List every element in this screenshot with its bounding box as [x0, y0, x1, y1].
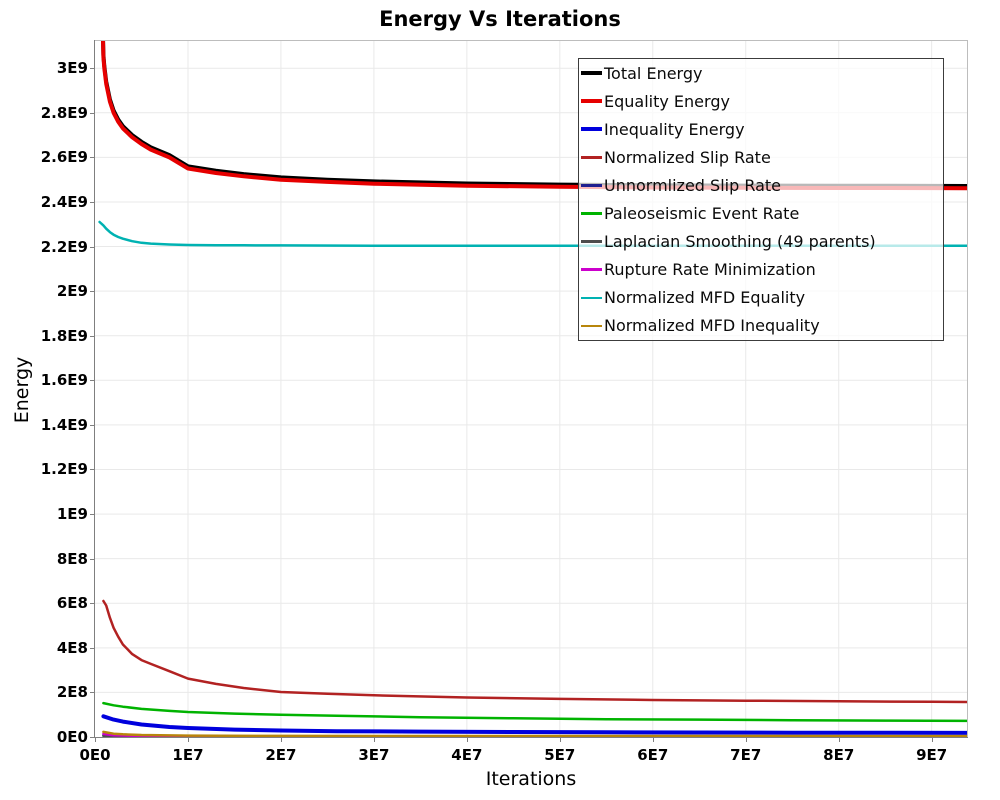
legend-swatch-line [581, 184, 602, 187]
x-axis-title: Iterations [485, 768, 577, 790]
y-tick-mark [90, 112, 94, 114]
x-tick-mark [280, 738, 282, 742]
y-tick-label: 2.8E9 [40, 103, 88, 122]
legend-swatch-line [581, 240, 602, 243]
legend-item-label: Equality Energy [604, 91, 730, 111]
legend-item: Normalized MFD Inequality [579, 312, 943, 340]
y-tick-label: 2.2E9 [40, 237, 88, 256]
legend-item-label: Normalized MFD Inequality [604, 316, 820, 336]
legend-item: Unnormlized Slip Rate [579, 171, 943, 199]
legend-swatch-line [581, 99, 602, 104]
series-line [101, 714, 967, 735]
legend-swatch-line [581, 71, 602, 76]
y-tick-label: 1.8E9 [40, 326, 88, 345]
y-tick-mark [90, 157, 94, 159]
legend-swatch-line [581, 127, 602, 132]
legend-item: Equality Energy [579, 87, 943, 115]
x-tick-mark [466, 738, 468, 742]
y-tick-label: 2.4E9 [40, 192, 88, 211]
legend-item-label: Inequality Energy [604, 119, 745, 139]
y-tick-label: 1E9 [56, 505, 88, 524]
x-tick-label: 5E7 [544, 746, 576, 764]
legend-item-label: Normalized MFD Equality [604, 288, 806, 308]
legend: Total Energy Equality Energy Inequality En… [578, 58, 944, 341]
y-tick-label: 2E8 [56, 683, 88, 702]
x-tick-mark [931, 738, 933, 742]
x-tick-label: 9E7 [916, 746, 948, 764]
series-line [102, 599, 967, 704]
legend-item-label: Total Energy [604, 63, 703, 83]
legend-swatch-line [581, 212, 602, 215]
x-tick-mark [95, 738, 96, 742]
legend-item-label: Laplacian Smoothing (49 parents) [604, 232, 876, 252]
plot-border-top [94, 40, 968, 41]
x-tick-label: 7E7 [730, 746, 762, 764]
y-tick-mark [90, 68, 94, 70]
x-tick-mark [559, 738, 561, 742]
y-tick-mark [90, 737, 94, 738]
legend-item: Paleoseismic Event Rate [579, 199, 943, 227]
y-tick-mark [90, 291, 94, 293]
x-tick-mark [652, 738, 654, 742]
legend-item-label: Unnormlized Slip Rate [604, 175, 782, 195]
x-tick-label: 6E7 [637, 746, 669, 764]
legend-item-label: Paleoseismic Event Rate [604, 204, 800, 224]
legend-swatch-line [581, 268, 602, 271]
legend-item: Rupture Rate Minimization [579, 256, 943, 284]
legend-item: Total Energy [579, 59, 943, 87]
chart-title: Energy Vs Iterations [379, 7, 621, 31]
series-line [102, 701, 967, 723]
legend-swatch-line [581, 296, 602, 300]
y-tick-mark [90, 424, 94, 426]
y-tick-label: 6E8 [56, 594, 88, 613]
y-tick-mark [90, 603, 94, 605]
x-tick-label: 1E7 [172, 746, 204, 764]
y-tick-mark [90, 201, 94, 203]
y-tick-mark [90, 692, 94, 694]
y-tick-mark [90, 647, 94, 649]
y-tick-mark [90, 246, 94, 248]
y-tick-label: 2E9 [56, 282, 88, 301]
legend-item: Normalized Slip Rate [579, 143, 943, 171]
y-tick-label: 8E8 [56, 549, 88, 568]
legend-item: Inequality Energy [579, 115, 943, 143]
y-tick-label: 0E0 [56, 728, 88, 746]
legend-item-label: Rupture Rate Minimization [604, 260, 816, 280]
x-tick-label: 3E7 [358, 746, 390, 764]
x-tick-label: 0E0 [79, 746, 111, 764]
legend-item-label: Normalized Slip Rate [604, 147, 771, 167]
x-tick-mark [187, 738, 189, 742]
y-tick-label: 4E8 [56, 638, 88, 657]
y-tick-label: 3E9 [56, 59, 88, 78]
x-tick-label: 4E7 [451, 746, 483, 764]
x-axis-line [94, 737, 968, 738]
series-line [102, 730, 967, 737]
y-tick-label: 2.6E9 [40, 148, 88, 167]
x-tick-mark [838, 738, 840, 742]
plot-border-right [967, 40, 968, 738]
y-axis-line [94, 40, 95, 738]
y-tick-mark [90, 380, 94, 382]
legend-swatch-line [581, 156, 602, 159]
y-tick-mark [90, 335, 94, 337]
y-tick-mark [90, 514, 94, 516]
y-axis-title: Energy [11, 356, 33, 424]
legend-item: Laplacian Smoothing (49 parents) [579, 228, 943, 256]
x-tick-mark [373, 738, 375, 742]
y-tick-label: 1.6E9 [40, 371, 88, 390]
y-tick-mark [90, 469, 94, 471]
y-tick-label: 1.4E9 [40, 415, 88, 434]
y-tick-label: 1.2E9 [40, 460, 88, 479]
x-tick-label: 8E7 [823, 746, 855, 764]
x-tick-mark [745, 738, 747, 742]
y-tick-mark [90, 558, 94, 560]
legend-swatch-line [581, 324, 602, 328]
legend-item: Normalized MFD Equality [579, 284, 943, 312]
series-line [98, 220, 967, 247]
x-tick-label: 2E7 [265, 746, 297, 764]
